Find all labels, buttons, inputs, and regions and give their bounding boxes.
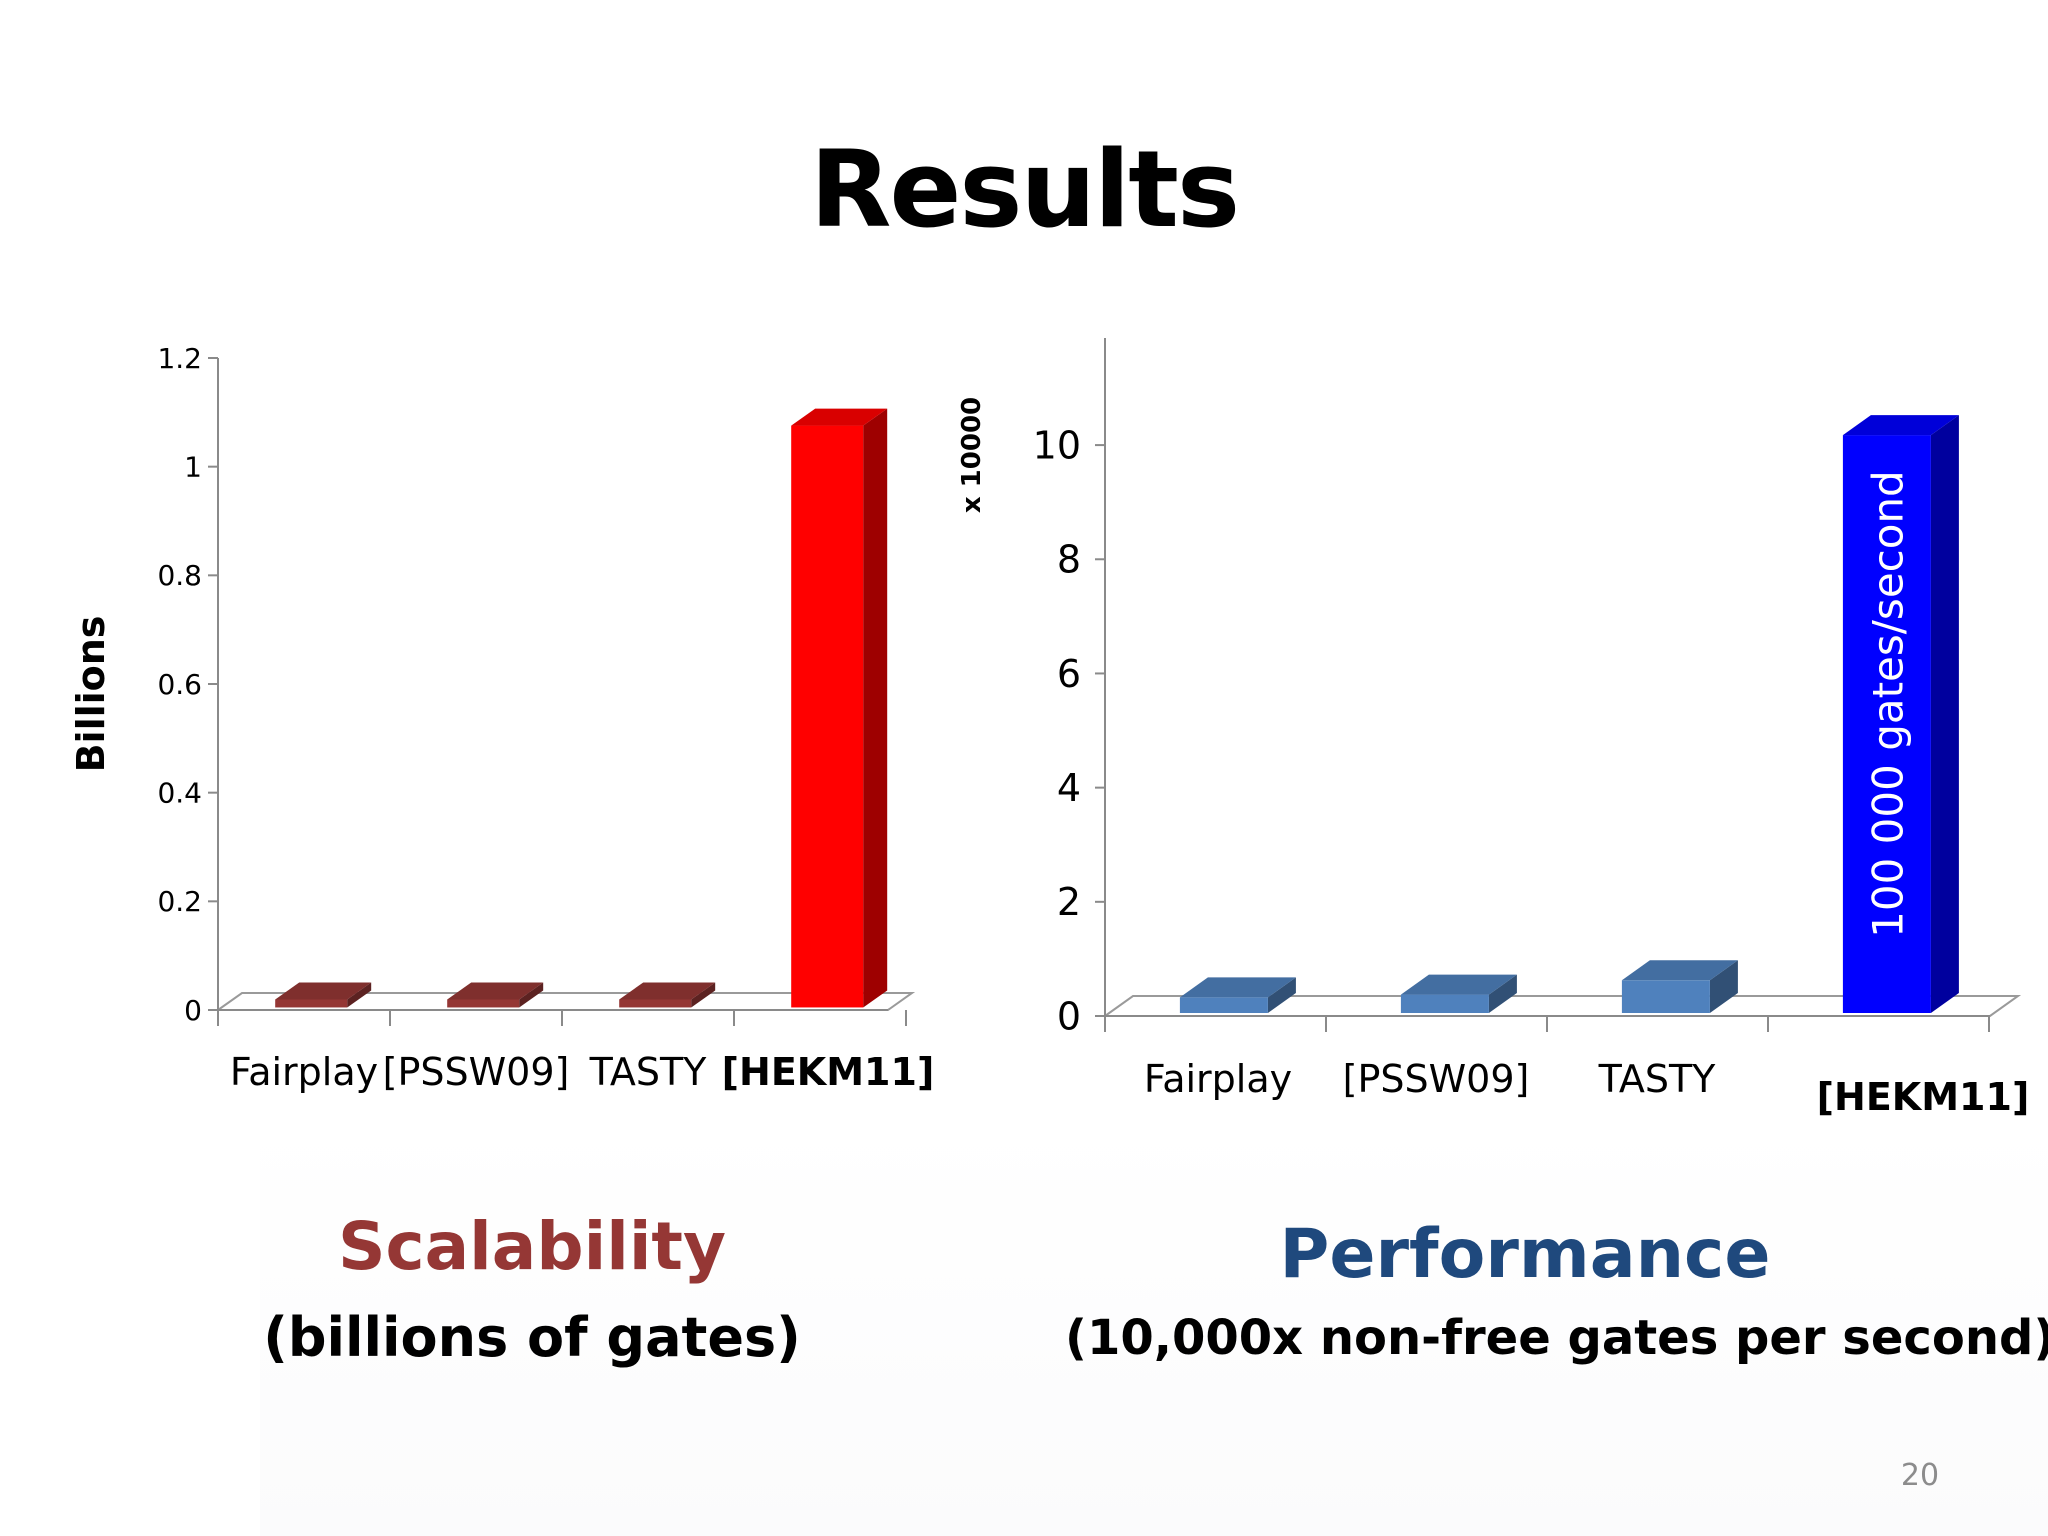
bar-side [1267,977,1296,1013]
y-tick-label: 2 [1057,880,1081,924]
bar [447,999,520,1008]
bar [1842,435,1931,1013]
slide-background-panel [260,1120,2048,1536]
bar-top [447,982,544,1000]
bar-top [1179,977,1296,998]
x-category-label: [PSSW09] [383,1050,570,1094]
x-category-label: Fairplay [1144,1057,1292,1101]
bar-side [1709,960,1738,1013]
bar-top [275,982,372,1000]
bar-top [1400,974,1517,995]
y-tick-label: 8 [1057,538,1081,582]
y-tick-label: 0.6 [157,668,202,701]
bar-side [347,982,372,1008]
scalability-subheading: (billions of gates) [263,1306,801,1369]
y-tick-label: 0.2 [157,885,202,918]
bar [619,999,692,1008]
y-tick-label: 1.2 [157,342,202,375]
x-category-label: [HEKM11] [1817,1075,2030,1119]
y-axis-title: x 10000 [957,397,987,513]
y-axis-title: Billions [69,616,113,773]
bar [1621,980,1710,1013]
bar-side [691,982,716,1008]
bar-side [863,408,888,1008]
bar [791,425,864,1008]
bar-side [519,982,544,1008]
y-tick-label: 0.4 [157,776,202,809]
bar-top [619,982,716,1000]
page-number: 20 [1900,1458,1940,1493]
bar-side [1488,974,1517,1013]
bar-side [1930,415,1959,1013]
x-category-label: TASTY [1598,1057,1717,1101]
y-tick-label: 1 [184,450,202,483]
bar [275,999,348,1008]
y-tick-label: 0 [184,994,202,1027]
x-category-label: TASTY [589,1050,708,1094]
slide-title: Results [809,128,1240,251]
bar [1400,994,1489,1013]
performance-heading: Performance [1279,1215,1771,1294]
x-category-label: [HEKM11] [722,1050,935,1094]
performance-subheading: (10,000x non-free gates per second) [1065,1310,2048,1366]
y-tick-label: 10 [1033,423,1081,467]
scalability-heading: Scalability [337,1208,727,1285]
y-tick-label: 6 [1057,652,1081,696]
y-tick-label: 0.8 [157,559,202,592]
bar-data-label: 100 000 gates/second [1863,470,1912,938]
bar-top [791,408,888,426]
x-category-label: [PSSW09] [1343,1057,1530,1101]
x-category-label: Fairplay [230,1050,378,1094]
bar [1179,997,1268,1013]
y-tick-label: 0 [1057,994,1081,1038]
bar-top [1842,415,1959,436]
y-tick-label: 4 [1057,766,1081,810]
bar-top [1621,960,1738,981]
